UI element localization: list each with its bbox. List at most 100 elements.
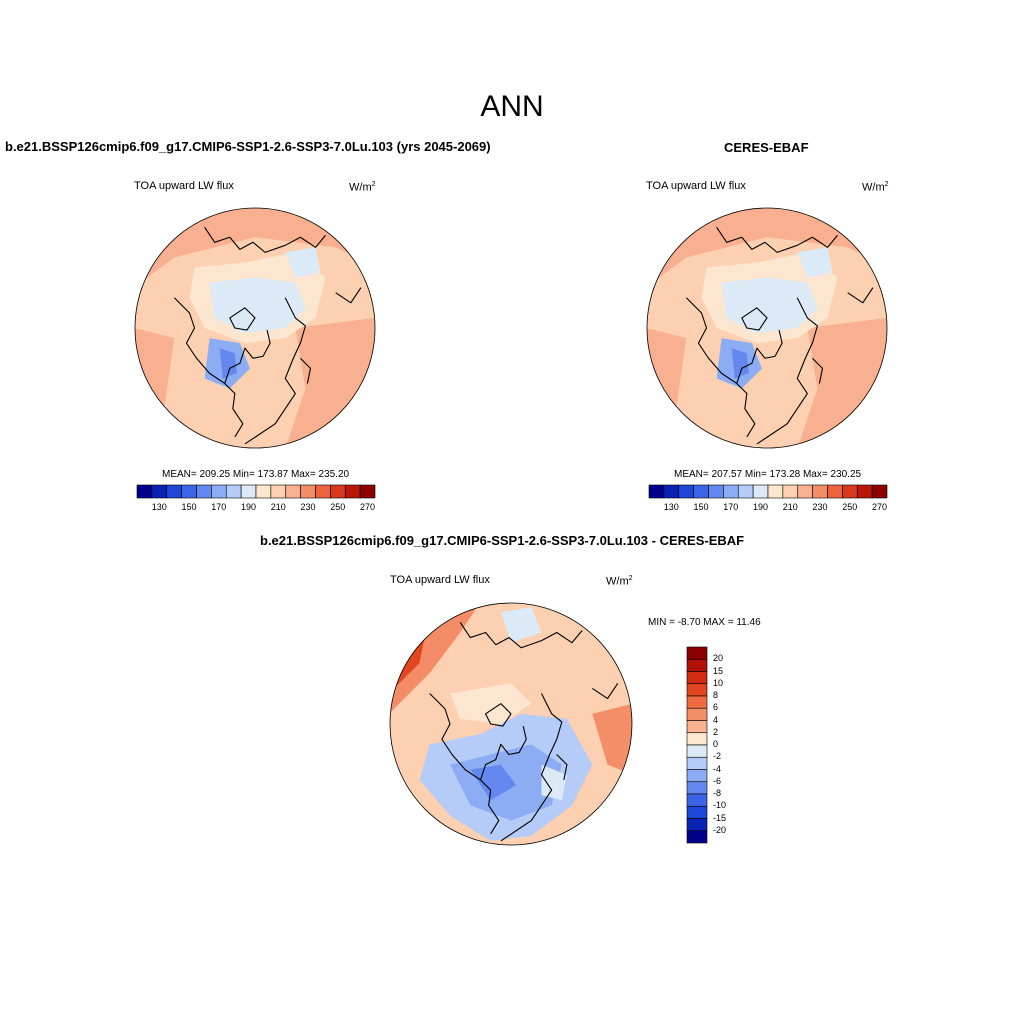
colorbar-box bbox=[330, 484, 346, 499]
colorbar-box bbox=[136, 484, 153, 499]
panel3-units: W/m2 bbox=[606, 575, 633, 588]
colorbar-box bbox=[240, 484, 257, 499]
colorbar-box bbox=[648, 484, 665, 499]
colorbar-box bbox=[797, 484, 813, 499]
colorbar-box bbox=[723, 484, 739, 499]
colorbar-box bbox=[842, 484, 858, 499]
colorbar-tick-label: 270 bbox=[360, 502, 376, 512]
colorbar-box bbox=[708, 484, 724, 499]
colorbar-box bbox=[678, 484, 694, 499]
colorbar-box bbox=[181, 484, 197, 499]
colorbar-box bbox=[285, 484, 301, 499]
colorbar-tick-label: 190 bbox=[241, 502, 257, 512]
colorbar-tick-label: -8 bbox=[713, 788, 722, 798]
colorbar-tick-label: 150 bbox=[181, 502, 197, 512]
colorbar-tick-label: 250 bbox=[330, 502, 346, 512]
colorbar-box bbox=[686, 744, 708, 758]
colorbar-box bbox=[686, 695, 708, 709]
colorbar-box bbox=[196, 484, 212, 499]
colorbar-box bbox=[782, 484, 799, 499]
panel3-polar-map bbox=[389, 602, 633, 846]
colorbar-box bbox=[737, 484, 754, 499]
colorbar-box bbox=[686, 732, 708, 746]
colorbar-tick-label: 250 bbox=[842, 502, 858, 512]
colorbar-box bbox=[359, 484, 376, 499]
panel2-colorbar bbox=[648, 484, 888, 499]
colorbar-tick-label: 170 bbox=[211, 502, 227, 512]
colorbar-box bbox=[686, 671, 708, 685]
panel1-variable: TOA upward LW flux bbox=[134, 180, 234, 192]
colorbar-tick-label: -20 bbox=[713, 824, 727, 835]
colorbar-tick-label: 0 bbox=[713, 739, 719, 749]
panel1-colorbar bbox=[136, 484, 376, 499]
colorbar-box bbox=[300, 484, 316, 499]
colorbar-tick-label: 230 bbox=[300, 502, 316, 512]
colorbar-box bbox=[686, 658, 708, 672]
panel1-polar-map bbox=[134, 207, 376, 449]
colorbar-box bbox=[686, 683, 708, 697]
colorbar-tick-label: -10 bbox=[713, 800, 727, 811]
panel2-colorbar-labels: 130 150 170 190 210 230 250 270 bbox=[649, 502, 887, 514]
panel2-variable: TOA upward LW flux bbox=[646, 180, 746, 192]
colorbar-tick-label: 2 bbox=[713, 726, 719, 737]
colorbar-box bbox=[686, 805, 708, 819]
colorbar-box bbox=[255, 484, 272, 499]
colorbar-tick-label: 4 bbox=[713, 714, 719, 725]
colorbar-box bbox=[686, 830, 708, 844]
colorbar-tick-label: -4 bbox=[713, 763, 722, 774]
colorbar-box bbox=[827, 484, 843, 499]
panel3-colorbar-labels: 20 15 10 8 6 4 2 0 -2 -4 -6 -8 -10 -15 -20 bbox=[711, 647, 751, 844]
panel1-stats: MEAN= 209.25 Min= 173.87 Max= 235.20 bbox=[162, 469, 350, 480]
colorbar-box bbox=[211, 484, 227, 499]
panel3-variable: TOA upward LW flux bbox=[390, 574, 490, 586]
colorbar-tick-label: 190 bbox=[753, 502, 769, 512]
colorbar-box bbox=[344, 484, 361, 499]
colorbar-box bbox=[686, 720, 708, 734]
panel2-stats: MEAN= 207.57 Min= 173.28 Max= 230.25 bbox=[674, 469, 862, 480]
panel2-title: CERES-EBAF bbox=[724, 140, 809, 155]
panel2-units: W/m2 bbox=[862, 181, 889, 194]
colorbar-box bbox=[693, 484, 709, 499]
colorbar-tick-label: -2 bbox=[713, 751, 722, 762]
panel3-colorbar bbox=[686, 646, 708, 844]
panel1-units: W/m2 bbox=[349, 181, 376, 194]
colorbar-box bbox=[166, 484, 182, 499]
colorbar-box bbox=[686, 646, 708, 660]
colorbar-box bbox=[225, 484, 242, 499]
colorbar-tick-label: -15 bbox=[713, 812, 727, 823]
colorbar-box bbox=[663, 484, 680, 499]
colorbar-tick-label: 150 bbox=[693, 502, 709, 512]
colorbar-tick-label: 210 bbox=[782, 502, 798, 512]
colorbar-tick-label: 210 bbox=[270, 502, 286, 512]
colorbar-box bbox=[812, 484, 828, 499]
colorbar-box bbox=[686, 818, 708, 832]
colorbar-box bbox=[856, 484, 873, 499]
panel2-polar-map bbox=[646, 207, 888, 449]
colorbar-box bbox=[686, 769, 708, 783]
panel1-title: b.e21.BSSP126cmip6.f09_g17.CMIP6-SSP1-2.… bbox=[5, 139, 491, 154]
colorbar-tick-label: 130 bbox=[663, 502, 679, 512]
colorbar-box bbox=[315, 484, 331, 499]
colorbar-box bbox=[686, 793, 708, 807]
colorbar-box bbox=[686, 756, 708, 770]
panel3-title: b.e21.BSSP126cmip6.f09_g17.CMIP6-SSP1-2.… bbox=[260, 533, 745, 548]
panel1-colorbar-labels: 130 150 170 190 210 230 250 270 bbox=[137, 502, 375, 514]
colorbar-tick-label: -6 bbox=[713, 775, 722, 786]
colorbar-tick-label: 8 bbox=[713, 690, 719, 700]
colorbar-box bbox=[686, 707, 708, 721]
colorbar-box bbox=[151, 484, 168, 499]
panel3-stats: MIN = -8.70 MAX = 11.46 bbox=[648, 617, 761, 628]
colorbar-tick-label: 170 bbox=[723, 502, 739, 512]
colorbar-box bbox=[767, 484, 784, 499]
colorbar-box bbox=[752, 484, 769, 499]
colorbar-box bbox=[871, 484, 888, 499]
colorbar-tick-label: 20 bbox=[713, 653, 724, 664]
colorbar-tick-label: 130 bbox=[151, 502, 167, 512]
colorbar-tick-label: 15 bbox=[713, 665, 724, 676]
colorbar-box bbox=[270, 484, 287, 499]
colorbar-tick-label: 270 bbox=[872, 502, 888, 512]
main-title: ANN bbox=[480, 90, 544, 123]
colorbar-tick-label: 10 bbox=[713, 677, 724, 688]
colorbar-tick-label: 6 bbox=[713, 702, 719, 713]
colorbar-box bbox=[686, 781, 708, 795]
